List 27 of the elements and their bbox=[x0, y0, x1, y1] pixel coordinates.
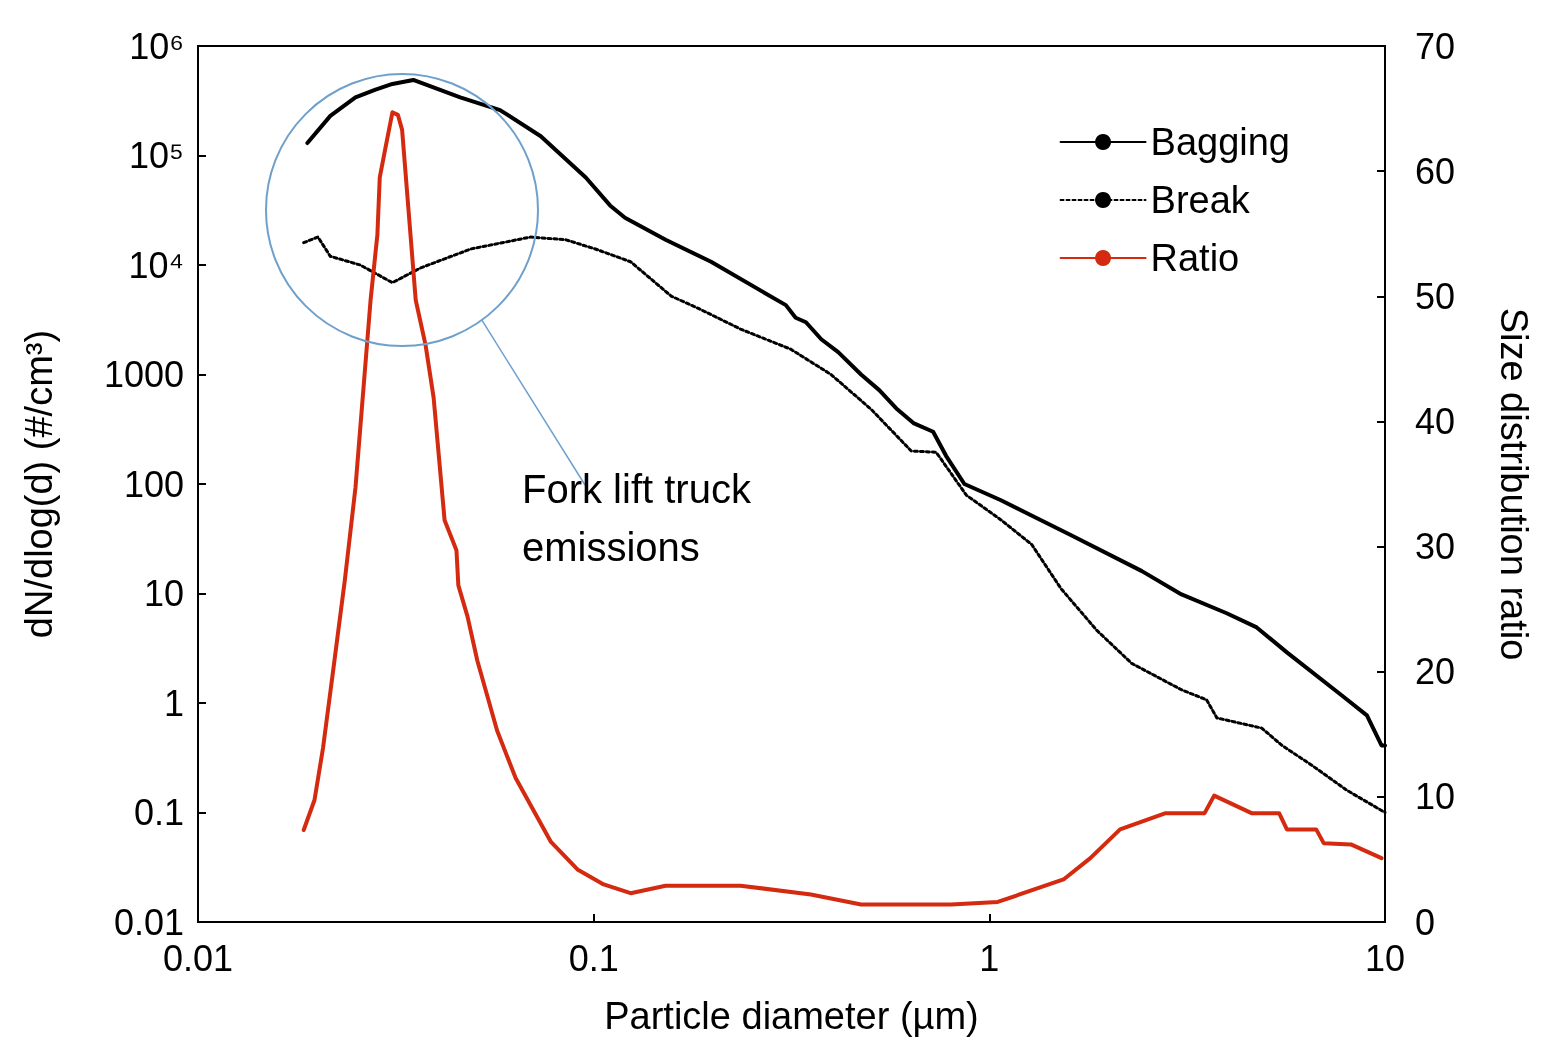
x-tick-label: 1 bbox=[979, 937, 1000, 979]
legend-label: Bagging bbox=[1150, 121, 1291, 163]
y2-axis-title: Size distribution ratio bbox=[1493, 307, 1535, 661]
y-tick-label: 100 bbox=[123, 463, 184, 505]
y-tick-label: 0.1 bbox=[133, 792, 184, 833]
y2-tick-label: 10 bbox=[1415, 776, 1456, 818]
y2-tick-label: 0 bbox=[1415, 901, 1436, 943]
y-tick-label: 0.01 bbox=[113, 901, 184, 943]
y2-tick-label: 30 bbox=[1415, 526, 1456, 568]
y-tick-label: 10 bbox=[143, 573, 184, 614]
y2-tick-label: 60 bbox=[1415, 150, 1456, 192]
y-tick-label: 10⁵ bbox=[129, 135, 184, 176]
y-axis-title: dN/dlog(d) (#/cm³) bbox=[18, 329, 60, 639]
annotation: Fork lift truck emissions bbox=[522, 466, 752, 571]
y-tick-label: 10⁴ bbox=[128, 244, 184, 286]
x-axis-title: Particle diameter (µm) bbox=[604, 995, 979, 1037]
y-tick-label: 10⁶ bbox=[129, 25, 184, 67]
y2-tick-label: 20 bbox=[1415, 651, 1456, 693]
legend-label: Ratio bbox=[1150, 237, 1240, 279]
y2-tick-label: 50 bbox=[1415, 275, 1456, 317]
x-tick-label: 0.1 bbox=[568, 937, 619, 979]
y-tick-label: 1000 bbox=[103, 354, 184, 395]
y2-tick-label: 40 bbox=[1415, 400, 1456, 442]
legend-label: Break bbox=[1150, 179, 1251, 221]
x-tick-label: 10 bbox=[1364, 937, 1406, 979]
y-tick-label: 1 bbox=[163, 682, 184, 724]
y2-tick-label: 70 bbox=[1415, 25, 1456, 67]
